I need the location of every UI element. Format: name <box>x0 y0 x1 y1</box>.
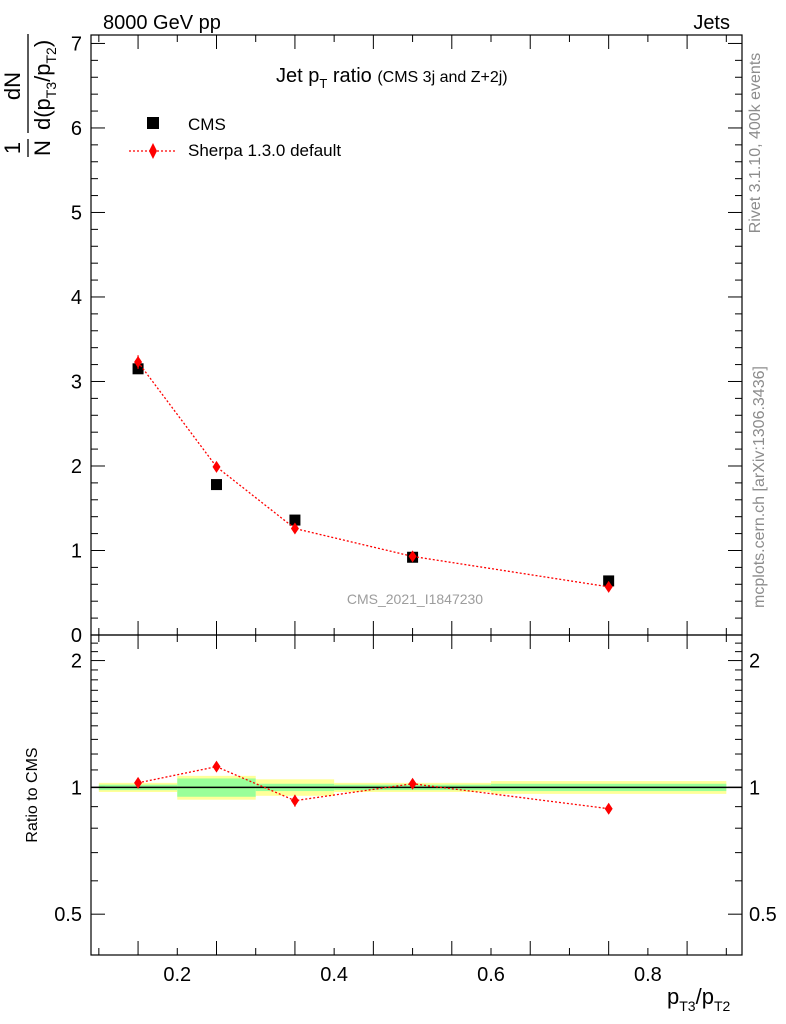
x-tick-labels: 0.2 0.4 0.6 0.8 <box>163 964 661 986</box>
process-label: Jets <box>693 12 730 34</box>
main-y-tick-label: 5 <box>71 202 82 224</box>
x-tick-label: 0.2 <box>163 964 191 986</box>
rivet-version-label: Rivet 3.1.10, 400k events <box>747 53 764 234</box>
main-y-tick-label: 3 <box>71 371 82 393</box>
sherpa-line <box>137 361 609 588</box>
ratio-uncertainty-band <box>91 775 742 800</box>
main-y-tick-label: 4 <box>71 287 82 309</box>
ratio-y-tick-labels: 0.5 0.5 1 1 2 2 <box>54 651 777 927</box>
mcplots-url-label: mcplots.cern.ch [arXiv:1306.3436] <box>751 366 768 608</box>
legend-cms-marker <box>147 117 159 129</box>
energy-label: 8000 GeV pp <box>103 12 221 34</box>
x-axis-label: pT3/pT2 <box>667 984 731 1014</box>
ratio-y-tick-label: 2 <box>71 651 82 673</box>
sherpa-data-point <box>408 550 417 563</box>
x-tick-label: 0.4 <box>320 964 348 986</box>
ratio-y-tick-label-right: 1 <box>749 777 760 799</box>
main-y-tick-label: 1 <box>71 540 82 562</box>
sherpa-data-point <box>604 580 613 593</box>
legend-sherpa-label: Sherpa 1.3.0 default <box>188 141 341 160</box>
plot-subtitle: (CMS 3j and Z+2j) <box>377 69 507 86</box>
ratio-y-tick-label-right: 0.5 <box>749 904 777 926</box>
ratio-axis-ticks <box>91 634 742 956</box>
sherpa-ratio-point <box>290 794 299 807</box>
ratio-data-marks <box>134 760 613 815</box>
x-tick-label: 0.6 <box>477 964 505 986</box>
main-axis-ticks <box>91 35 742 636</box>
legend-cms-label: CMS <box>188 115 226 134</box>
legend: CMS Sherpa 1.3.0 default <box>129 115 341 160</box>
legend-sherpa-marker <box>149 143 157 159</box>
main-data-marks <box>132 355 615 593</box>
main-y-tick-label: 0 <box>71 625 82 647</box>
ratio-y-axis-label: Ratio to CMS <box>24 747 41 842</box>
ratio-y-tick-label: 1 <box>71 777 82 799</box>
sherpa-data-point <box>212 460 221 473</box>
x-tick-label: 0.8 <box>634 964 662 986</box>
svg-text:d(pT3/pT2): d(pT3/pT2) <box>30 40 59 130</box>
plot-title: Jet pT ratio (CMS 3j and Z+2j) <box>276 65 508 91</box>
analysis-watermark: CMS_2021_I1847230 <box>347 591 483 607</box>
svg-text:1: 1 <box>0 142 25 154</box>
ratio-y-tick-label-right: 2 <box>749 651 760 673</box>
main-panel: 0 1 2 3 4 5 6 7 <box>71 33 743 647</box>
main-y-tick-labels: 0 1 2 3 4 5 6 7 <box>71 33 82 647</box>
ratio-y-tick-label: 0.5 <box>54 904 82 926</box>
main-y-axis-label: 1 N dN d(pT3/pT2) <box>0 34 59 157</box>
main-y-tick-label: 7 <box>71 33 82 55</box>
svg-text:N: N <box>30 140 55 156</box>
sherpa-ratio-point <box>408 777 417 790</box>
main-y-tick-label: 2 <box>71 456 82 478</box>
sherpa-ratio-point <box>604 802 613 815</box>
sherpa-data-point <box>290 522 299 535</box>
sherpa-data-point <box>134 356 143 369</box>
sherpa-ratio-point <box>134 776 143 789</box>
sherpa-ratio-point <box>212 760 221 773</box>
ratio-panel: 0.5 0.5 1 1 2 2 0.2 0.4 0.6 0.8 <box>54 634 777 986</box>
ratio-panel-frame <box>90 634 743 956</box>
cms-data-point <box>289 514 301 526</box>
cms-data-point <box>210 479 222 491</box>
svg-text:dN: dN <box>0 72 25 100</box>
main-y-tick-label: 6 <box>71 118 82 140</box>
